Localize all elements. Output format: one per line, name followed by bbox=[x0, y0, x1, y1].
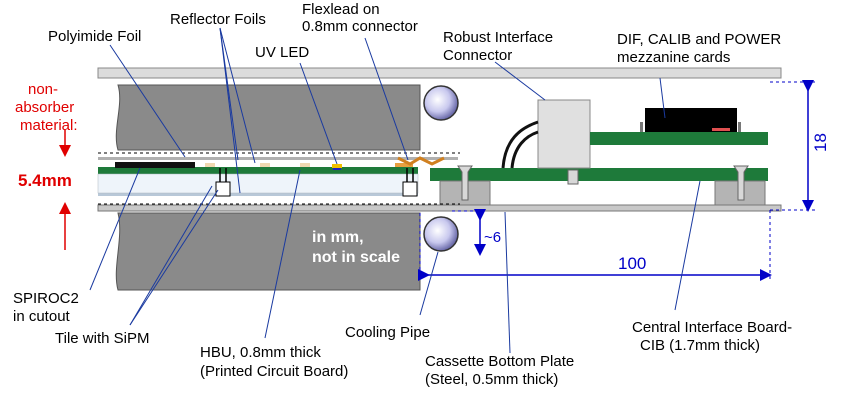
dim-length-label: 100 bbox=[618, 254, 646, 273]
label-reflector-foils: Reflector Foils bbox=[170, 11, 266, 28]
label-cassette-line2: (Steel, 0.5mm thick) bbox=[425, 371, 558, 388]
label-mezz-line2: mezzanine cards bbox=[617, 49, 730, 66]
label-cassette-line1: Cassette Bottom Plate bbox=[425, 353, 574, 370]
reflector-foil bbox=[98, 193, 418, 196]
polyimide-foil bbox=[98, 157, 458, 160]
robust-interface-connector bbox=[537, 99, 591, 169]
sipm-2 bbox=[402, 181, 418, 197]
label-hbu-line1: HBU, 0.8mm thick bbox=[200, 344, 321, 361]
spiroc-chip bbox=[115, 162, 195, 168]
central-interface-board bbox=[430, 168, 768, 181]
label-nonabs-line2: absorber bbox=[15, 99, 74, 116]
mezzanine-board bbox=[590, 132, 768, 145]
label-thickness: 5.4mm bbox=[18, 171, 72, 190]
label-hbu-line2: (Printed Circuit Board) bbox=[200, 363, 348, 380]
top-cassette-plate bbox=[97, 67, 782, 79]
hbu-pcb bbox=[98, 167, 418, 174]
label-robust-line1: Robust Interface bbox=[443, 29, 553, 46]
label-inmm-line2: not in scale bbox=[312, 249, 400, 266]
label-inmm-line1: in mm, bbox=[312, 229, 364, 246]
label-flexlead-line1: Flexlead on bbox=[302, 1, 380, 18]
label-uv-led: UV LED bbox=[255, 44, 309, 61]
upper-absorber bbox=[115, 84, 421, 151]
scintillator-tile-layer bbox=[97, 173, 419, 194]
label-flexlead-line2: 0.8mm connector bbox=[302, 18, 418, 35]
label-mezz-line1: DIF, CALIB and POWER bbox=[617, 31, 781, 48]
label-robust-line2: Connector bbox=[443, 47, 512, 64]
label-spiroc-line1: SPIROC2 bbox=[13, 290, 79, 307]
label-nonabs-line1: non- bbox=[28, 81, 58, 98]
label-spiroc-line2: in cutout bbox=[13, 308, 71, 325]
cooling-pipe-top bbox=[423, 85, 459, 121]
label-nonabs-line3: material: bbox=[20, 117, 78, 134]
label-tile: Tile with SiPM bbox=[55, 330, 149, 347]
label-cooling-pipe: Cooling Pipe bbox=[345, 324, 430, 341]
uv-led bbox=[332, 164, 342, 168]
sipm-1 bbox=[215, 181, 231, 197]
flexlead-connector bbox=[397, 156, 445, 166]
dim-height-label: 18 bbox=[811, 133, 830, 152]
label-cib-line2: CIB (1.7mm thick) bbox=[640, 337, 760, 354]
dim-gap-label: ~6 bbox=[484, 229, 501, 246]
cooling-pipe-bottom bbox=[423, 216, 459, 252]
label-cib-line1: Central Interface Board- bbox=[632, 319, 792, 336]
leader-lines bbox=[89, 27, 701, 354]
lower-absorber bbox=[115, 212, 421, 291]
label-polyimide-foil: Polyimide Foil bbox=[48, 28, 141, 45]
